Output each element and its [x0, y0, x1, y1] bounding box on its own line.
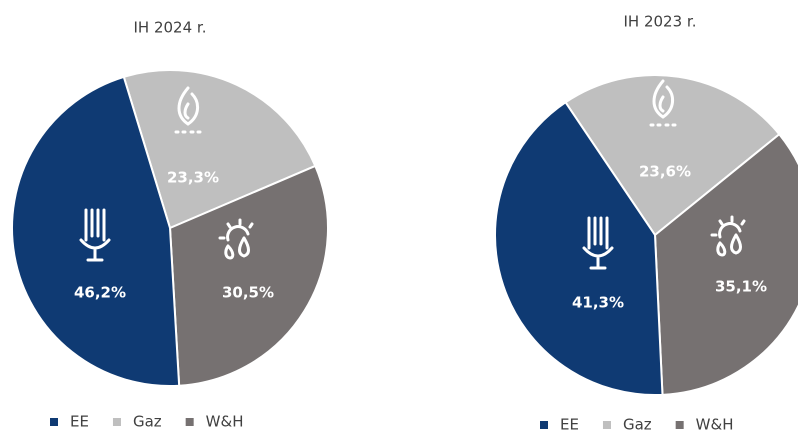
chart-title: IH 2024 r. — [134, 19, 207, 37]
legend-swatch — [185, 418, 194, 426]
legend-swatch — [675, 421, 684, 429]
legend-label: EE — [70, 413, 89, 430]
legend-swatch — [50, 418, 58, 426]
pie-slice — [564, 74, 781, 237]
legend-label: Gaz — [133, 413, 162, 430]
legend-swatch — [540, 421, 548, 429]
legend-label: W&H — [206, 413, 244, 430]
data-label: 46,2% — [74, 284, 126, 302]
pie-slice — [168, 164, 329, 387]
legend-label: EE — [560, 416, 579, 430]
pie-slice — [494, 100, 664, 396]
data-label: 41,3% — [572, 294, 624, 312]
legend-label: W&H — [696, 416, 734, 430]
pie-slice — [653, 132, 798, 396]
data-label: 30,5% — [222, 284, 274, 302]
legend-swatch — [112, 418, 121, 426]
pie-slice — [122, 69, 317, 230]
data-label: 23,6% — [639, 163, 691, 181]
pie-slice — [11, 75, 181, 387]
chart-title: IH 2023 r. — [624, 13, 697, 31]
data-label: 35,1% — [715, 278, 767, 296]
legend-swatch — [602, 421, 611, 429]
legend-label: Gaz — [623, 416, 652, 430]
data-label: 23,3% — [167, 169, 219, 187]
